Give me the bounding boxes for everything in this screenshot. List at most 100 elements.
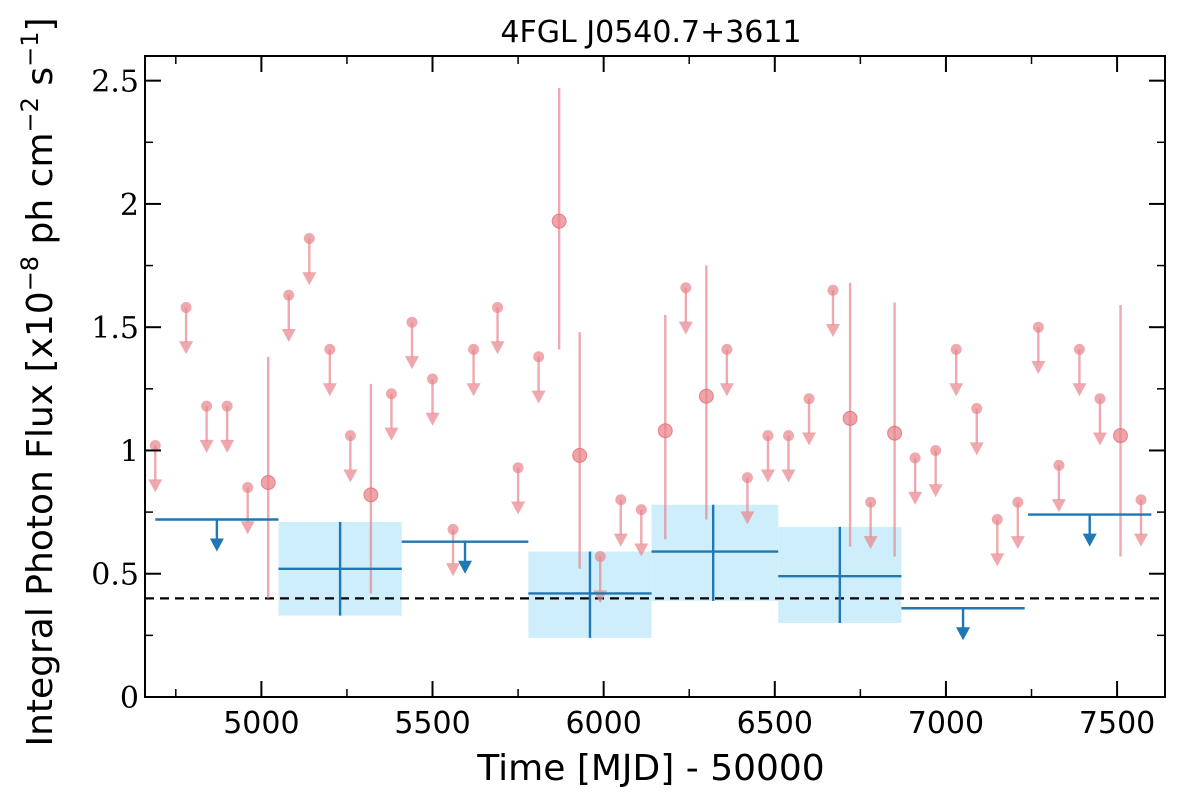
upper-limit-arrow — [678, 321, 693, 335]
upper-limit-point — [468, 343, 480, 355]
detection-point — [551, 213, 567, 229]
short-bin-upper-limit — [531, 351, 546, 404]
y-tick-label: 0 — [120, 681, 139, 716]
x-tick-label: 6000 — [565, 706, 641, 741]
long-bin-detection — [528, 551, 652, 638]
chart-title: 4FGL J0540.7+3611 — [500, 15, 801, 50]
upper-limit-arrow — [863, 536, 878, 550]
short-bin-upper-limit — [928, 444, 943, 498]
short-bin-detection — [260, 356, 276, 599]
y-axis-label-part4: ] — [20, 17, 61, 31]
upper-limit-point — [635, 504, 647, 516]
upper-limit-point — [930, 444, 942, 456]
long-bin-error-box — [651, 504, 779, 601]
short-bin-upper-limit — [825, 284, 840, 338]
upper-limit-arrow — [490, 341, 505, 355]
long-bin-detection — [778, 526, 902, 624]
short-bin-upper-limit — [322, 343, 337, 397]
upper-limit-point — [180, 301, 192, 313]
upper-limit-point — [533, 351, 545, 363]
short-bin-detection — [887, 302, 903, 557]
upper-limit-point — [492, 301, 504, 313]
upper-limit-arrow — [949, 383, 964, 397]
short-bin-upper-limit — [634, 504, 649, 557]
upper-limit-point — [1094, 393, 1106, 405]
x-tick-label: 5500 — [394, 706, 470, 741]
upper-limit-point — [324, 343, 336, 355]
long-bin-upper-limit — [155, 518, 279, 552]
y-axis-label-part3: s — [20, 67, 61, 97]
upper-limit-point — [594, 550, 606, 562]
upper-limit-point — [741, 472, 753, 484]
upper-limit-point — [512, 462, 524, 474]
short-bin-upper-limit — [1031, 321, 1046, 375]
upper-limit-point — [909, 452, 921, 464]
detection-point — [698, 388, 714, 404]
upper-limit-arrow — [969, 442, 984, 456]
upper-limit-point — [406, 316, 418, 328]
short-bin-upper-limit — [990, 513, 1005, 567]
y-axis-label-exp1: −8 — [16, 256, 44, 291]
short-bin-upper-limit — [1134, 494, 1149, 547]
upper-limit-arrow — [302, 272, 317, 286]
upper-limit-arrow — [908, 491, 923, 505]
y-tick-label: 2 — [120, 188, 139, 223]
upper-limit-point — [1135, 494, 1147, 506]
short-bin-upper-limit — [1092, 393, 1107, 446]
upper-limit-arrow — [466, 383, 481, 397]
upper-limit-point — [427, 373, 439, 385]
y-tick-label: 1 — [120, 434, 139, 469]
upper-limit-point — [1073, 343, 1085, 355]
short-bin-upper-limit — [179, 301, 194, 355]
x-tick-label: 7500 — [1079, 706, 1155, 741]
short-bin-upper-limit — [613, 494, 628, 547]
upper-limit-arrow — [240, 521, 255, 535]
upper-limit-point — [782, 430, 794, 442]
upper-limit-arrow — [1134, 533, 1149, 547]
x-tick-label: 7000 — [908, 706, 984, 741]
upper-limit-arrow — [1092, 432, 1107, 446]
x-axis-label: Time [MJD] - 50000 — [476, 748, 824, 789]
upper-limit-point — [950, 343, 962, 355]
short-bin-detection — [657, 314, 673, 540]
upper-limit-arrow — [1031, 361, 1046, 375]
upper-limit-arrow — [613, 533, 628, 547]
upper-limit-arrow — [1010, 536, 1025, 550]
short-bin-upper-limit — [760, 430, 775, 483]
upper-limit-arrow — [199, 439, 214, 453]
long-bin-upper-limit — [1028, 513, 1152, 547]
upper-limit-arrow — [1072, 383, 1087, 397]
short-bin-upper-limit — [384, 388, 399, 441]
upper-limit-point — [865, 496, 877, 508]
upper-limit-point — [971, 403, 983, 415]
upper-limit-point — [1032, 321, 1044, 333]
upper-limit-arrow — [990, 553, 1005, 567]
upper-limit-point — [303, 232, 315, 244]
upper-limit-point — [803, 393, 815, 405]
y-tick-label: 1.5 — [91, 311, 139, 346]
upper-limit-arrow — [760, 469, 775, 483]
upper-limit-arrow — [148, 479, 163, 493]
upper-limit-arrow — [220, 439, 235, 453]
short-bin-upper-limit — [199, 400, 214, 453]
plot-frame — [144, 55, 1166, 698]
long-upper-limit-arrow — [209, 538, 224, 552]
detection-point — [363, 487, 379, 503]
short-bin-detection — [551, 88, 567, 350]
short-bin-detection — [1113, 305, 1129, 557]
upper-limit-arrow — [740, 511, 755, 525]
upper-limit-arrow — [425, 412, 440, 426]
upper-limit-arrow — [281, 328, 296, 342]
y-tick-label: 0.5 — [91, 558, 139, 593]
upper-limit-point — [762, 430, 774, 442]
short-bin-upper-limit — [1051, 459, 1066, 513]
short-bin-upper-limit — [740, 472, 755, 525]
long-upper-limit-arrow — [458, 560, 473, 574]
upper-limit-point — [201, 400, 213, 412]
upper-limit-point — [1012, 496, 1024, 508]
short-bin-upper-limit — [148, 440, 163, 493]
upper-limit-arrow — [802, 432, 817, 446]
upper-limit-point — [991, 513, 1003, 525]
y-axis-label: Integral Photon Flux [x10−8 ph cm−2 s−1] — [16, 17, 61, 746]
